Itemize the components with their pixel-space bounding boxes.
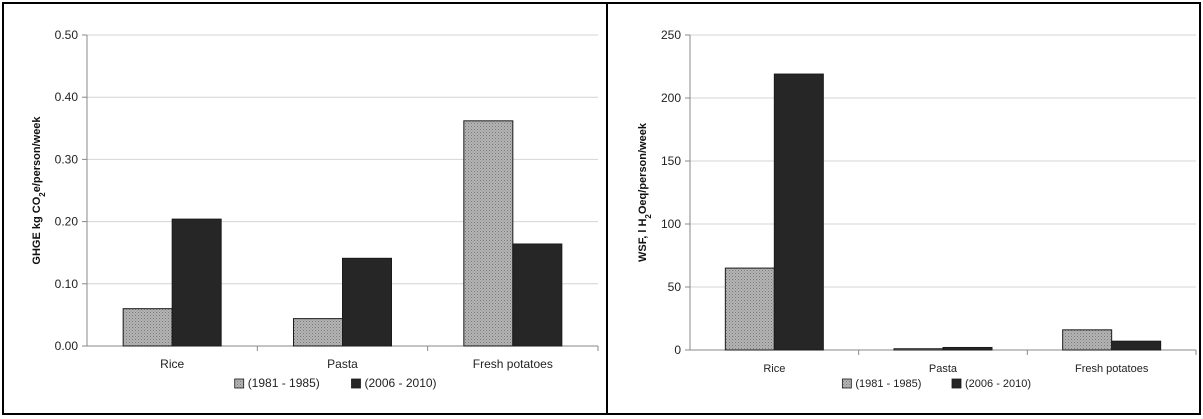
ghge-chart: 0.00 0.10 0.20 0.30 0.40 0.50 Rice Pasta Fresh p…: [31, 28, 599, 390]
bar-0-1: [293, 318, 343, 347]
y-tick-label: 0.10: [55, 277, 79, 291]
bar-1-2: [512, 243, 563, 347]
x-category-label: Rice: [160, 357, 184, 371]
legend-label-1: (2006 - 2010): [965, 378, 1031, 390]
y-axis-label: GHGE kg CO2e/person/week: [31, 116, 47, 265]
bar-0-1: [893, 348, 944, 351]
bar-1-1: [342, 257, 392, 347]
bar-0-2: [1062, 329, 1113, 351]
bar-0-0: [724, 267, 775, 351]
y-tick-label: 0.00: [55, 339, 79, 353]
bar-1-0: [171, 218, 222, 347]
y-tick-label: 200: [661, 91, 681, 105]
x-category-label: Rice: [763, 363, 785, 375]
y-tick-label: 100: [661, 217, 681, 231]
x-category-label: Pasta: [929, 363, 958, 375]
bar-0-0: [122, 308, 173, 347]
legend-swatch-1: [951, 378, 962, 389]
bar-0-2: [463, 120, 514, 347]
wsf-chart: 0 50 100 150 200 250 Rice Pasta Fresh potatoes WS…: [637, 28, 1197, 390]
y-tick-label: 150: [661, 154, 681, 168]
y-tick-label: 0.50: [55, 28, 79, 42]
legend-label-0: (1981 - 1985): [248, 376, 320, 390]
bar-1-1: [942, 346, 993, 351]
y-tick-label: 50: [668, 280, 682, 294]
legend-swatch-0: [234, 378, 245, 389]
y-axis-label: WSF, l H2Oeq/person/week: [637, 122, 653, 262]
y-tick-label: 250: [661, 28, 681, 42]
y-tick-label: 0.30: [55, 152, 79, 166]
legend-swatch-1: [351, 378, 361, 389]
legend-label-0: (1981 - 1985): [855, 378, 921, 390]
legend-label-1: (2006 - 2010): [365, 376, 437, 390]
x-category-label: Pasta: [327, 357, 358, 371]
y-tick-label: 0: [674, 343, 681, 357]
bar-1-2: [1111, 340, 1162, 351]
x-category-label: Fresh potatoes: [1075, 363, 1149, 375]
x-category-label: Fresh potatoes: [473, 357, 553, 371]
legend-swatch-0: [841, 378, 852, 389]
bar-1-0: [773, 73, 824, 351]
y-tick-label: 0.40: [55, 90, 79, 104]
y-tick-label: 0.20: [55, 215, 79, 229]
